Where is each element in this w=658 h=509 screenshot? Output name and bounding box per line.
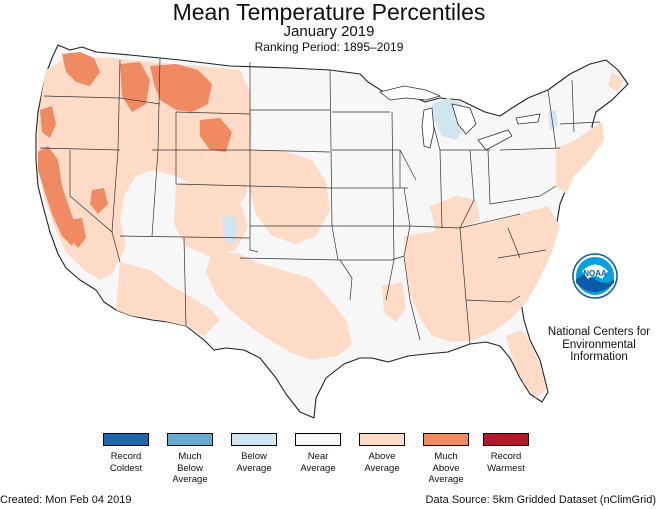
colorado-rockies-below bbox=[222, 214, 238, 244]
agency-line-2: Environmental bbox=[562, 338, 636, 351]
legend-label-below: Below Average bbox=[236, 451, 272, 474]
legend-item-near: Near Average bbox=[288, 433, 348, 474]
southeast-above bbox=[404, 206, 560, 342]
legend-item-much-below: Much Below Average bbox=[160, 433, 220, 486]
wyoming-much-above bbox=[200, 118, 232, 152]
agency-line-3: Information bbox=[570, 351, 628, 363]
legend-item-record-coldest: Record Coldest bbox=[96, 433, 156, 474]
ca-interior-much-above bbox=[70, 218, 86, 248]
new-england-below bbox=[548, 110, 558, 130]
noaa-logo: NOAA bbox=[572, 253, 618, 299]
noaa-logo-text: NOAA bbox=[583, 269, 607, 278]
map-title: Mean Temperature Percentiles bbox=[172, 0, 486, 25]
map-subtitle: January 2019 bbox=[283, 23, 375, 40]
oregon-coast-much-above bbox=[40, 106, 56, 138]
legend-label-record-coldest: Record Coldest bbox=[109, 451, 143, 474]
maine-above bbox=[608, 72, 624, 92]
legend-item-much-above: Much Above Average bbox=[416, 433, 476, 486]
legend-swatch-record-warmest bbox=[483, 433, 529, 446]
desert-southwest-above bbox=[116, 262, 220, 336]
montana-much-above bbox=[150, 64, 212, 112]
great-lakes bbox=[379, 85, 541, 151]
legend-label-above: Above Average bbox=[364, 451, 400, 474]
central-plains-above bbox=[248, 150, 330, 244]
created-date: Created: Mon Feb 04 2019 bbox=[0, 494, 132, 506]
louisiana-above bbox=[382, 282, 406, 322]
much-above-average-areas bbox=[38, 52, 232, 248]
legend-label-near: Near Average bbox=[300, 451, 336, 474]
legend-swatch-below bbox=[231, 433, 277, 446]
legend-swatch-much-above bbox=[423, 433, 469, 446]
lake-huron bbox=[451, 103, 477, 135]
lake-ontario bbox=[515, 113, 541, 125]
legend-swatch-much-below bbox=[167, 433, 213, 446]
legend-item-above: Above Average bbox=[352, 433, 412, 474]
legend-swatch-above bbox=[359, 433, 405, 446]
ranking-period: Ranking Period: 1895–2019 bbox=[254, 40, 404, 54]
legend-label-record-warmest: Record Warmest bbox=[487, 451, 525, 474]
state-boundaries bbox=[39, 57, 601, 345]
legend-label-much-above: Much Above Average bbox=[428, 451, 464, 485]
agency-line-1: National Centers for bbox=[547, 326, 651, 338]
nevada-much-above bbox=[90, 188, 108, 214]
above-average-areas bbox=[38, 56, 624, 398]
west-coast-above bbox=[38, 56, 252, 280]
legend-item-below: Below Average bbox=[224, 433, 284, 474]
idaho-much-above bbox=[120, 62, 150, 112]
legend-item-record-warmest: Record Warmest bbox=[476, 433, 536, 474]
lake-michigan bbox=[421, 107, 435, 149]
southern-plains-above bbox=[206, 250, 352, 360]
washington-much-above bbox=[62, 52, 100, 86]
lake-erie bbox=[477, 129, 513, 151]
legend: Record Coldest Much Below Average Below … bbox=[0, 433, 658, 493]
data-source: Data Source: 5km Gridded Dataset (nClimG… bbox=[425, 494, 656, 506]
legend-swatch-record-coldest bbox=[103, 433, 149, 446]
lake-superior bbox=[379, 85, 442, 101]
california-coast-much-above bbox=[38, 146, 78, 246]
agency-name: National Centers for Environmental Infor… bbox=[540, 326, 658, 364]
legend-swatch-near bbox=[295, 433, 341, 446]
legend-label-much-below: Much Below Average bbox=[172, 451, 208, 485]
mid-atlantic-above bbox=[556, 122, 604, 194]
florida-above bbox=[506, 330, 546, 398]
ohio-valley-above bbox=[430, 196, 480, 232]
us-temperature-map bbox=[35, 44, 629, 419]
